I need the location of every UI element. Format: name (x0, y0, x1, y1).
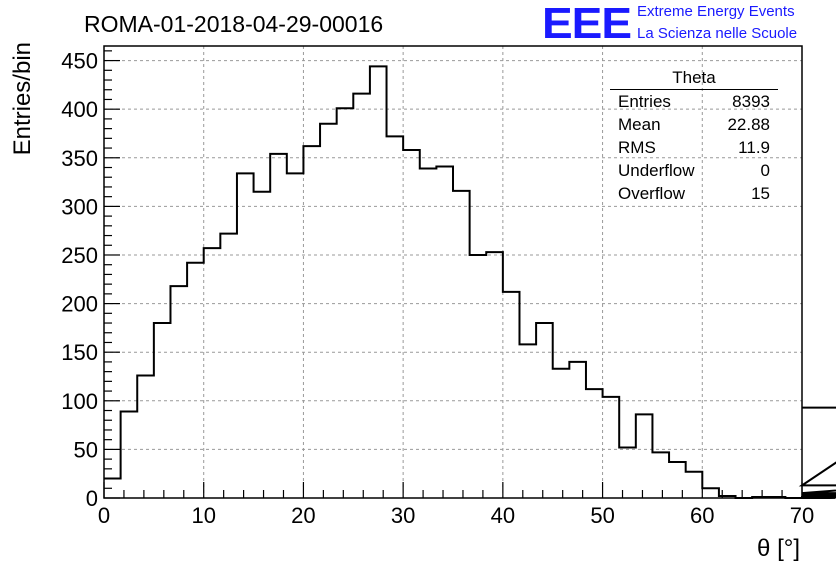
stats-box: Theta Entries 8393 Mean 22.88 RMS 11.9 U… (610, 68, 778, 205)
y-tick-label: 50 (74, 437, 98, 462)
stats-title: Theta (610, 68, 778, 90)
y-tick-label: 100 (61, 389, 98, 414)
stats-value: 15 (751, 184, 770, 203)
grid-lines (104, 46, 802, 498)
stats-row-underflow: Underflow 0 (610, 159, 778, 182)
y-tick-label: 0 (86, 486, 98, 511)
stats-value: 11.9 (738, 138, 770, 157)
x-tick-label: 0 (98, 503, 110, 528)
y-tick-label: 200 (61, 292, 98, 317)
y-tick-label: 450 (61, 49, 98, 74)
x-axis: 0 10 20 30 40 50 60 70 (98, 482, 814, 528)
stats-label: Overflow (618, 184, 686, 203)
stats-row-rms: RMS 11.9 (610, 136, 778, 159)
chart-title: ROMA-01-2018-04-29-00016 (84, 11, 384, 37)
x-tick-label: 40 (491, 503, 515, 528)
y-axis-label: Entries/bin (9, 42, 36, 155)
x-tick-label: 70 (790, 503, 814, 528)
x-tick-label: 20 (291, 503, 315, 528)
logo-line-1: Extreme Energy Events (637, 3, 795, 20)
stats-value: 0 (760, 161, 770, 180)
y-tick-label: 300 (61, 194, 98, 219)
x-tick-label: 50 (590, 503, 614, 528)
x-axis-label: θ [°] (757, 535, 800, 562)
stats-value: 8393 (732, 92, 770, 111)
y-tick-label: 150 (61, 340, 98, 365)
logo-line-2: La Scienza nelle Scuole (637, 25, 798, 42)
y-tick-label: 400 (61, 97, 98, 122)
stats-label: Mean (618, 115, 661, 134)
stats-label: Underflow (618, 161, 695, 180)
y-tick-label: 250 (61, 243, 98, 268)
stats-row-mean: Mean 22.88 (610, 113, 778, 136)
x-tick-label: 30 (391, 503, 415, 528)
stats-row-entries: Entries 8393 (610, 90, 778, 113)
stats-label: Entries (618, 92, 671, 111)
y-axis: 0 50 100 150 200 250 300 350 400 450 (61, 49, 120, 511)
x-tick-label: 10 (191, 503, 215, 528)
y-tick-label: 350 (61, 146, 98, 171)
eee-logo-mark: EEE (542, 0, 632, 48)
plot-frame (103, 45, 803, 499)
x-tick-label: 60 (690, 503, 714, 528)
stats-row-overflow: Overflow 15 (610, 182, 778, 205)
stats-label: RMS (618, 138, 656, 157)
stats-value: 22.88 (727, 115, 770, 134)
